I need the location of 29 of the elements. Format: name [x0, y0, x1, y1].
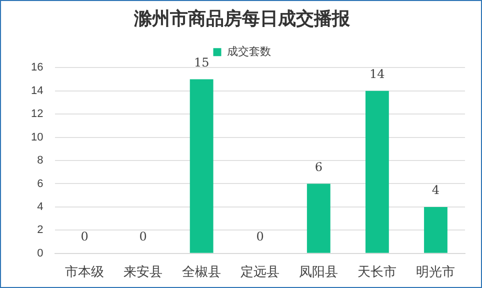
x-tick-label: 来安县 — [124, 264, 163, 279]
data-label: 14 — [370, 66, 386, 81]
data-label: 0 — [80, 230, 88, 244]
y-tick-label: 2 — [37, 224, 44, 236]
data-label: 0 — [256, 230, 264, 244]
chart-title: 滁州市商品房每日成交播报 — [133, 8, 351, 30]
bar — [190, 79, 214, 253]
data-label: 15 — [194, 55, 210, 70]
bar — [365, 90, 389, 253]
data-label: 6 — [314, 160, 322, 174]
data-label: 0 — [139, 230, 147, 244]
data-label: 4 — [432, 183, 440, 198]
x-tick-label: 定远县 — [240, 264, 280, 279]
x-tick-label: 凤阳县 — [299, 264, 338, 279]
y-tick-label: 12 — [30, 108, 44, 120]
x-tick-label: 市本级 — [65, 264, 104, 279]
x-tick-label: 天长市 — [358, 264, 397, 279]
y-tick-label: 14 — [30, 84, 44, 97]
y-tick-label: 10 — [30, 131, 44, 144]
y-tick-label: 6 — [37, 178, 44, 190]
y-tick-label: 0 — [37, 247, 44, 260]
x-tick-label: 全椒县 — [182, 264, 222, 279]
y-tick-label: 8 — [37, 154, 44, 167]
bar — [424, 206, 448, 253]
y-tick-label: 16 — [30, 62, 44, 74]
legend-label: 成交套数 — [226, 45, 271, 58]
y-tick-label: 4 — [37, 200, 44, 213]
x-tick-label: 明光市 — [416, 264, 456, 279]
bar — [306, 184, 330, 253]
